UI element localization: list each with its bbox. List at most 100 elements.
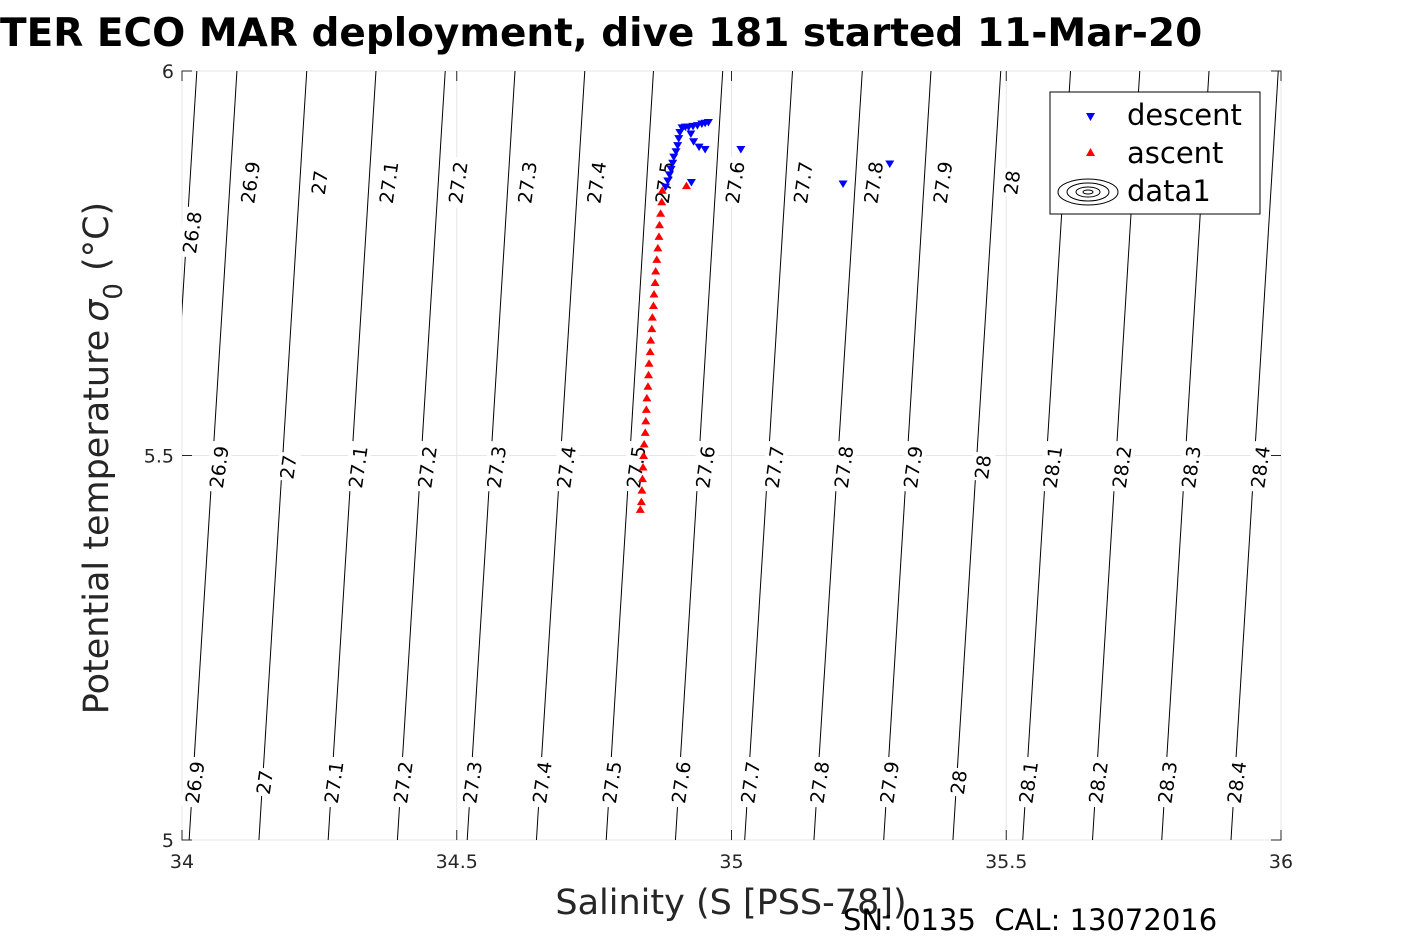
ascent-point (647, 324, 657, 333)
profile-markers (635, 119, 895, 513)
ascent-point (638, 463, 648, 471)
y-axis-label-sigma: σ (77, 298, 117, 322)
contour-label-gap (928, 156, 957, 209)
descent-point (675, 129, 685, 137)
contour-label-gap (969, 451, 996, 483)
descent-point (663, 177, 673, 185)
ascent-point (639, 451, 649, 459)
descent-point (686, 130, 696, 139)
descent-point (668, 159, 678, 168)
contour-label-gap (1222, 756, 1251, 809)
contour-label-gap (581, 156, 611, 209)
contour-label-text: 28 (947, 769, 972, 796)
contour-label: 28 (945, 766, 972, 798)
contour-label-gap (275, 451, 301, 483)
ascent-point (641, 416, 651, 425)
footer-serial-calibration: SN: 0135 CAL: 13072016 (843, 903, 1217, 937)
contour-line (1300, 71, 1347, 840)
contour-label-gap (829, 440, 858, 494)
axis-ticks: 34 34.5 35 35.5 36 5 5.5 6 (144, 61, 1293, 873)
contour-label: 27 (251, 766, 278, 798)
ascent-point (653, 243, 663, 252)
y-tick-label: 5.5 (144, 446, 174, 468)
descent-point (664, 171, 674, 179)
descent-point (689, 138, 699, 146)
chart-title: TER ECO MAR deployment, dive 181 started… (0, 11, 1202, 56)
ascent-point (655, 220, 665, 229)
descent-point (838, 180, 848, 189)
contour-label-gap (874, 756, 904, 809)
descent-point (674, 135, 684, 143)
contour-label: 26.9 (204, 440, 234, 494)
contour-label: 27 (306, 167, 333, 198)
contour-label-gap (457, 756, 487, 809)
x-tick-label: 35.5 (985, 851, 1027, 873)
ascent-point (640, 428, 650, 436)
ascent-point (645, 347, 655, 356)
ascent-point (649, 290, 659, 298)
ascent-point (657, 186, 667, 194)
descent-point (677, 124, 687, 132)
descent-point (703, 119, 713, 127)
contour-label-gap (319, 756, 349, 809)
contour-label: 27.8 (829, 440, 858, 494)
ascent-point (646, 336, 656, 344)
contour-label: 28.4 (1222, 756, 1251, 809)
legend-ascent-label: ascent (1127, 136, 1223, 170)
contour-label-gap (481, 440, 511, 494)
contour-label: 28.2 (1083, 756, 1113, 809)
contour-line (182, 71, 198, 318)
contour-label-gap (1152, 756, 1182, 809)
ascent-point (651, 266, 661, 275)
contour-label-gap (1038, 440, 1067, 494)
legend-contour-icon (1057, 178, 1119, 206)
contour-label: 27.4 (527, 756, 557, 809)
contour-label: 28.3 (1152, 756, 1182, 809)
contour-label: 27.6 (720, 156, 750, 209)
ascent-point (650, 278, 660, 286)
contour-label-gap (1245, 440, 1275, 494)
contour-label-gap (666, 756, 696, 809)
contour-label: 27.5 (650, 156, 679, 209)
contour-label: 27.8 (805, 756, 834, 809)
descent-point (700, 145, 710, 154)
contour-label-gap (204, 440, 234, 494)
y-axis-label-unit: (°C) (77, 202, 117, 271)
contour-label-gap (720, 156, 750, 209)
contour-label-gap (551, 440, 581, 494)
contour-label-gap (998, 167, 1025, 198)
legend-descent-label: descent (1127, 98, 1242, 132)
contour-label: 27.3 (457, 756, 487, 809)
contour-label-gap (388, 756, 418, 809)
contour-label-gap (374, 156, 403, 209)
ascent-point (643, 382, 653, 390)
contour-label-gap (1176, 440, 1206, 494)
descent-point (669, 153, 679, 162)
y-tick-label: 6 (162, 61, 174, 83)
contour-label-gap (180, 756, 210, 809)
contour-label: 27.1 (374, 156, 403, 209)
contour-label-text: 27 (276, 454, 301, 481)
contour-label-gap (597, 756, 627, 809)
descent-point (673, 142, 683, 150)
contour-label-gap (412, 440, 442, 494)
contour-label-gap (512, 156, 542, 209)
contour-label-gap (1083, 756, 1113, 809)
contour-label: 27 (275, 451, 302, 483)
legend-data1-label: data1 (1127, 174, 1211, 208)
legend-descent-marker (1086, 113, 1095, 121)
ascent-point (637, 474, 647, 483)
contour-label-gap (898, 440, 928, 494)
legend-ascent-marker (1086, 148, 1095, 156)
contour-label: 27.7 (788, 156, 818, 209)
ascent-point (657, 197, 667, 206)
ascent-point (647, 313, 657, 321)
contour-label-gap (788, 156, 818, 209)
contour-label: 28.1 (1038, 440, 1067, 494)
contour-label: 28.3 (1176, 440, 1206, 494)
y-axis-label: Potential temperature σ0 (°C) (77, 202, 129, 714)
ascent-point (644, 359, 654, 367)
contour-label: 27.7 (759, 440, 789, 494)
contour-label-gap (805, 756, 834, 809)
descent-point (671, 148, 681, 156)
